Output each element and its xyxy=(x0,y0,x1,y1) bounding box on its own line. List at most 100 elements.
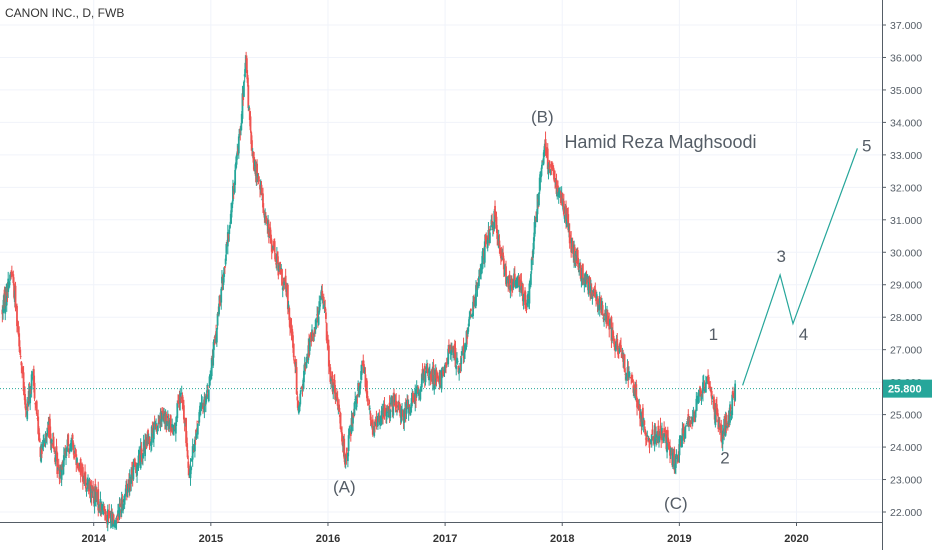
candle-body xyxy=(611,330,614,339)
candle-body xyxy=(684,426,687,439)
candle-body xyxy=(714,407,717,426)
candle-body xyxy=(312,334,315,336)
candle-body xyxy=(713,396,715,410)
candle-body xyxy=(663,428,666,433)
candle-body xyxy=(244,62,247,73)
candle-body xyxy=(114,521,116,528)
candle-body xyxy=(376,415,379,427)
candle-body xyxy=(249,116,252,131)
candle-body xyxy=(272,245,275,249)
candle-body xyxy=(57,467,59,470)
candle-body xyxy=(468,316,471,320)
candle-body xyxy=(465,331,468,348)
candle-body xyxy=(283,281,286,286)
candle-body xyxy=(169,415,172,432)
candle-body xyxy=(495,216,498,228)
candle-body xyxy=(343,438,346,459)
candle-body xyxy=(273,241,276,253)
candle-body xyxy=(592,291,595,296)
candle-body xyxy=(573,247,576,259)
candle-body xyxy=(366,380,368,399)
candle-body xyxy=(239,128,242,134)
candle-body xyxy=(159,412,162,427)
candle-body xyxy=(231,202,234,209)
candle-body xyxy=(382,415,384,419)
candle-body xyxy=(512,282,515,289)
candle-body xyxy=(367,404,370,406)
candle-body xyxy=(359,381,362,390)
candle-body xyxy=(262,193,264,208)
candle-body xyxy=(324,306,327,312)
candle-body xyxy=(22,372,25,392)
candle-body xyxy=(586,274,589,280)
candle-body xyxy=(8,281,11,286)
candle-body xyxy=(305,363,308,366)
candle-body xyxy=(467,323,470,327)
candle-body xyxy=(540,173,543,178)
candle-body xyxy=(432,364,435,385)
candle-body xyxy=(53,447,56,452)
candle-body xyxy=(423,365,426,382)
y-tick-label: 22.000 xyxy=(890,507,922,519)
candle-body xyxy=(334,392,337,398)
candle-body xyxy=(678,439,681,456)
candle-body xyxy=(420,386,422,389)
candle-body xyxy=(647,438,650,441)
candle-body xyxy=(133,458,136,466)
candle-body xyxy=(587,277,590,294)
candle-body xyxy=(305,356,308,364)
candle-body xyxy=(689,420,692,424)
candle-body xyxy=(420,374,423,388)
candle-body xyxy=(531,256,534,260)
candle-body xyxy=(4,294,7,314)
candle-body xyxy=(521,284,524,302)
candle-body xyxy=(161,410,164,413)
candle-body xyxy=(43,444,46,446)
candle-body xyxy=(675,454,678,458)
candle-body xyxy=(186,450,189,458)
candle-body xyxy=(310,336,313,342)
candle-body xyxy=(489,229,492,231)
candle-body xyxy=(349,431,352,436)
candle-body xyxy=(529,273,532,285)
candle-body xyxy=(213,336,216,338)
candle-body xyxy=(370,420,373,425)
candle-body xyxy=(403,409,406,424)
candle-body xyxy=(338,404,340,412)
candle-body xyxy=(270,234,272,240)
candle-body xyxy=(417,392,420,396)
candle-body xyxy=(459,363,462,368)
candle-body xyxy=(254,160,256,172)
candle-body xyxy=(491,220,493,225)
candle-body xyxy=(170,426,173,430)
candle-body xyxy=(187,461,190,468)
y-tick-label: 35.000 xyxy=(890,85,922,97)
candle-body xyxy=(422,372,425,381)
candle-body xyxy=(530,258,533,271)
candle-body xyxy=(109,511,111,518)
y-tick-label: 31.000 xyxy=(890,215,922,227)
candle-body xyxy=(212,348,215,366)
candle-body xyxy=(532,237,535,250)
candle-body xyxy=(620,345,622,352)
candle-body xyxy=(68,448,71,450)
candle-body xyxy=(556,188,559,197)
candle-body xyxy=(219,300,222,306)
candle-body xyxy=(456,360,459,362)
last-price-badge xyxy=(883,379,932,398)
candle-body xyxy=(280,267,283,269)
candle-body xyxy=(226,232,229,247)
candle-body xyxy=(619,342,622,348)
candle-body xyxy=(344,455,347,463)
candle-body xyxy=(103,506,106,511)
candle-body xyxy=(323,304,326,309)
candle-body xyxy=(10,271,13,273)
candle-body xyxy=(352,417,354,424)
candle-body xyxy=(142,454,144,458)
candle-body xyxy=(7,278,10,292)
candle-body xyxy=(679,439,682,442)
wave-label: 2 xyxy=(720,448,729,467)
candle-body xyxy=(76,458,78,464)
candle-body xyxy=(125,483,128,493)
